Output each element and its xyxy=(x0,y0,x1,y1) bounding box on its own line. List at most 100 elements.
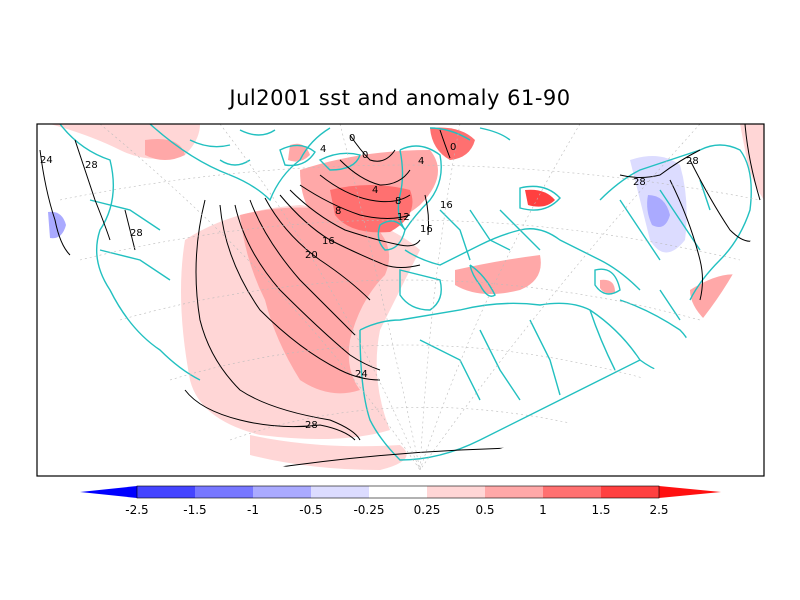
contour-label: 24 xyxy=(355,369,368,380)
colorbar-bin-neg4 xyxy=(137,486,195,498)
contour-label: 24 xyxy=(40,155,53,166)
colorbar-bin-pos1 xyxy=(427,486,485,498)
anomaly-region-east xyxy=(740,124,764,200)
coast-africa xyxy=(359,302,642,461)
coast-caspian xyxy=(594,268,621,295)
graticule xyxy=(59,124,761,471)
contour-0-north xyxy=(349,134,396,162)
coast-canada-islands xyxy=(189,129,276,166)
colorbar-bin-pos2 xyxy=(485,486,543,498)
contour-label: 0 xyxy=(362,150,368,161)
colorbar-cap-positive xyxy=(659,486,721,498)
anomaly-region-arctic xyxy=(430,127,475,160)
colorbar-tick: -1.5 xyxy=(183,503,206,517)
border-africa-1 xyxy=(419,319,561,401)
coast-persian-gulf xyxy=(659,289,681,321)
coast-arctic-islands xyxy=(429,127,511,141)
colorbar-tick: 0.5 xyxy=(475,503,494,517)
coast-hudson-bay xyxy=(279,144,316,167)
sst-contours xyxy=(39,124,761,471)
anomaly-region-mediterranean xyxy=(455,255,541,294)
colorbar-tick: 1.5 xyxy=(591,503,610,517)
coast-north-america xyxy=(59,124,201,381)
colorbar-tick: 0.25 xyxy=(414,503,441,517)
border-america-1 xyxy=(89,199,171,281)
coast-black-sea xyxy=(519,185,561,211)
anomaly-region-negative-west xyxy=(48,211,66,239)
contour-8 xyxy=(319,174,411,203)
colorbar-tick: -0.25 xyxy=(353,503,384,517)
contour-28-east xyxy=(619,149,701,178)
map-title: Jul2001 sst and anomaly 61-90 xyxy=(229,86,571,110)
border-asia-1 xyxy=(619,179,711,261)
contour-atlantic-3 xyxy=(249,199,356,336)
contour-16-baltic xyxy=(424,194,430,236)
contour-28-atlantic xyxy=(184,389,356,441)
contour-label: 4 xyxy=(320,144,326,155)
contour-24-west xyxy=(39,149,71,256)
colorbar-bin-pos3 xyxy=(543,486,601,498)
anomaly-region-tropics xyxy=(250,435,407,470)
contour-12 xyxy=(299,184,411,219)
contour-atlantic-2 xyxy=(234,204,381,371)
contour-label: 12 xyxy=(397,212,410,223)
coastlines xyxy=(59,124,752,461)
contour-label: 28 xyxy=(633,177,646,188)
contour-24-atlantic xyxy=(195,199,361,441)
contour-label: 0 xyxy=(349,133,355,144)
map-area xyxy=(37,124,764,476)
contour-label: 4 xyxy=(372,185,378,196)
colorbar-bin-pos4 xyxy=(601,486,659,498)
coast-asia xyxy=(599,144,752,301)
colorbar-cap-negative xyxy=(80,486,137,498)
contour-28-caribbean xyxy=(124,209,136,251)
contour-label: 28 xyxy=(85,160,98,171)
coast-italy xyxy=(469,264,496,297)
contour-28-west xyxy=(74,139,111,241)
contour-16 xyxy=(289,189,421,247)
colorbar-outline xyxy=(136,485,660,499)
anomaly-region-negative-asia-core xyxy=(647,195,670,228)
contour-0-arctic xyxy=(439,129,451,159)
contour-east-2 xyxy=(689,159,756,242)
contour-east-1 xyxy=(669,179,703,301)
contour-label: 16 xyxy=(440,200,453,211)
coast-scandinavia xyxy=(397,145,442,232)
contour-label: 16 xyxy=(420,224,433,235)
colorbar: -2.5 -1.5 -1 -0.5 -0.25 0.25 0.5 1 1.5 2… xyxy=(80,485,721,517)
contour-atlantic-4 xyxy=(264,197,371,301)
contour-label: 8 xyxy=(395,196,401,207)
contour-label: 4 xyxy=(418,156,424,167)
anomaly-shading xyxy=(48,124,764,470)
colorbar-bin-neg1 xyxy=(311,486,369,498)
colorbar-tick: 1 xyxy=(539,503,547,517)
coast-iberia xyxy=(399,269,442,311)
coast-iceland xyxy=(318,152,361,171)
map-frame-border xyxy=(36,123,765,477)
contour-label: 20 xyxy=(305,250,318,261)
coast-red-sea xyxy=(589,309,616,371)
contour-label: 28 xyxy=(130,228,143,239)
colorbar-tick: -1 xyxy=(247,503,259,517)
contour-28-far-east xyxy=(744,124,761,201)
contour-label: 16 xyxy=(322,236,335,247)
anomaly-region-caspian xyxy=(600,279,615,294)
contour-label: 8 xyxy=(335,206,341,217)
contour-label-group: 24 28 28 24 20 16 12 8 4 0 0 4 8 16 16 2… xyxy=(40,133,699,431)
anomaly-region-hudson xyxy=(288,143,310,162)
colorbar-tick: 2.5 xyxy=(649,503,668,517)
colorbar-bin-neutral xyxy=(369,486,427,498)
colorbar-bin-neg3 xyxy=(195,486,253,498)
contour-label: 28 xyxy=(686,156,699,167)
colorbar-tick: -2.5 xyxy=(125,503,148,517)
border-europe-1 xyxy=(439,209,541,261)
colorbar-bin-neg2 xyxy=(253,486,311,498)
contour-label: 28 xyxy=(305,420,318,431)
anomaly-region-atlantic-core xyxy=(240,207,390,394)
colorbar-tick: -0.5 xyxy=(299,503,322,517)
contour-4 xyxy=(339,159,411,186)
contour-label: 0 xyxy=(450,142,456,153)
contour-atlantic-1 xyxy=(219,204,381,381)
outside-dome-mask xyxy=(37,210,764,476)
